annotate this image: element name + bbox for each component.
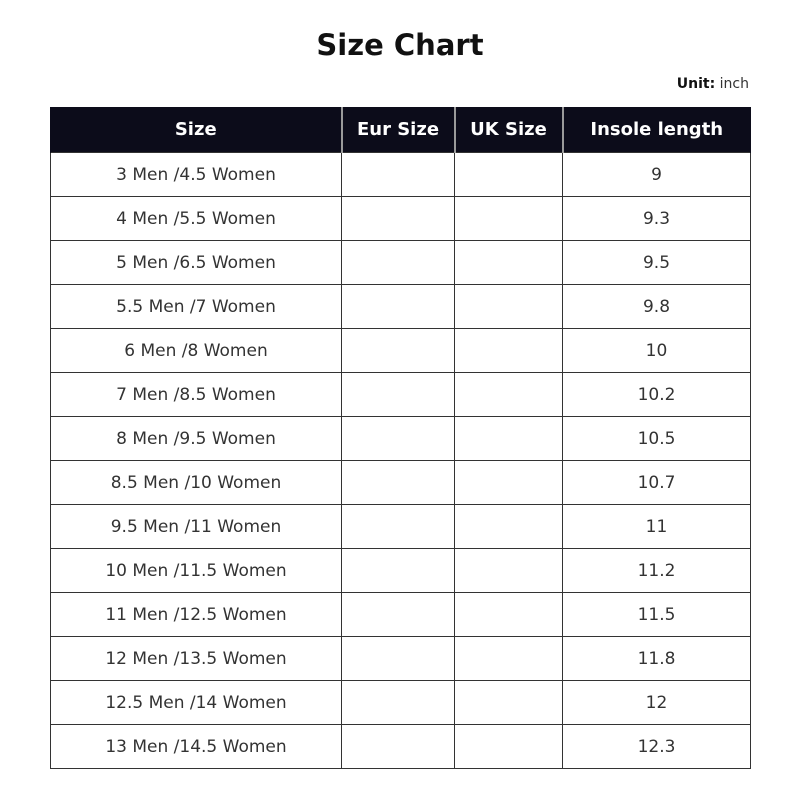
eur-size-cell	[341, 328, 455, 373]
uk-size-cell	[454, 592, 563, 637]
eur-size-cell	[341, 504, 455, 549]
uk-size-cell	[454, 548, 563, 593]
eur-size-cell	[341, 196, 455, 241]
size-cell: 3 Men /4.5 Women	[50, 152, 342, 197]
size-cell: 9.5 Men /11 Women	[50, 504, 342, 549]
unit-note: Unit: inch	[677, 76, 749, 92]
table-body: 3 Men /4.5 Women 9 4 Men /5.5 Women 9.3 5 Me…	[50, 152, 751, 769]
uk-size-cell	[454, 284, 563, 329]
size-cell: 8 Men /9.5 Women	[50, 416, 342, 461]
eur-size-cell	[341, 636, 455, 681]
eur-size-cell	[341, 372, 455, 417]
table-row: 12 Men /13.5 Women 11.8	[50, 636, 751, 681]
table-row: 7 Men /8.5 Women 10.2	[50, 372, 751, 417]
table-row: 8 Men /9.5 Women 10.5	[50, 416, 751, 461]
insole-length-cell: 9	[562, 152, 751, 197]
insole-length-cell: 11.5	[562, 592, 751, 637]
size-cell: 7 Men /8.5 Women	[50, 372, 342, 417]
eur-size-cell	[341, 592, 455, 637]
size-cell: 4 Men /5.5 Women	[50, 196, 342, 241]
size-cell: 10 Men /11.5 Women	[50, 548, 342, 593]
eur-size-cell	[341, 460, 455, 505]
insole-length-cell: 10.2	[562, 372, 751, 417]
table-row: 13 Men /14.5 Women 12.3	[50, 724, 751, 769]
size-cell: 6 Men /8 Women	[50, 328, 342, 373]
eur-size-cell	[341, 152, 455, 197]
insole-length-cell: 9.8	[562, 284, 751, 329]
table-row: 5 Men /6.5 Women 9.5	[50, 240, 751, 285]
insole-length-cell: 11.2	[562, 548, 751, 593]
header-row: Size Eur Size UK Size Insole length	[50, 107, 751, 153]
size-cell: 5 Men /6.5 Women	[50, 240, 342, 285]
insole-length-cell: 10.5	[562, 416, 751, 461]
table-row: 9.5 Men /11 Women 11	[50, 504, 751, 549]
table-row: 5.5 Men /7 Women 9.8	[50, 284, 751, 329]
header-uk-size: UK Size	[453, 107, 564, 153]
size-cell: 13 Men /14.5 Women	[50, 724, 342, 769]
uk-size-cell	[454, 504, 563, 549]
insole-length-cell: 12	[562, 680, 751, 725]
size-cell: 12.5 Men /14 Women	[50, 680, 342, 725]
eur-size-cell	[341, 724, 455, 769]
eur-size-cell	[341, 548, 455, 593]
table-row: 10 Men /11.5 Women 11.2	[50, 548, 751, 593]
insole-length-cell: 9.5	[562, 240, 751, 285]
header-size: Size	[50, 107, 343, 153]
table-row: 8.5 Men /10 Women 10.7	[50, 460, 751, 505]
eur-size-cell	[341, 240, 455, 285]
uk-size-cell	[454, 460, 563, 505]
size-cell: 8.5 Men /10 Women	[50, 460, 342, 505]
uk-size-cell	[454, 240, 563, 285]
insole-length-cell: 11.8	[562, 636, 751, 681]
uk-size-cell	[454, 724, 563, 769]
unit-label: Unit:	[676, 76, 716, 92]
table-row: 11 Men /12.5 Women 11.5	[50, 592, 751, 637]
insole-length-cell: 10	[562, 328, 751, 373]
eur-size-cell	[341, 680, 455, 725]
size-cell: 11 Men /12.5 Women	[50, 592, 342, 637]
size-cell: 12 Men /13.5 Women	[50, 636, 342, 681]
uk-size-cell	[454, 636, 563, 681]
table-row: 3 Men /4.5 Women 9	[50, 152, 751, 197]
table-row: 4 Men /5.5 Women 9.3	[50, 196, 751, 241]
insole-length-cell: 10.7	[562, 460, 751, 505]
header-eur-size: Eur Size	[340, 107, 456, 153]
eur-size-cell	[341, 284, 455, 329]
uk-size-cell	[454, 416, 563, 461]
size-cell: 5.5 Men /7 Women	[50, 284, 342, 329]
eur-size-cell	[341, 416, 455, 461]
insole-length-cell: 9.3	[562, 196, 751, 241]
insole-length-cell: 11	[562, 504, 751, 549]
page-title: Size Chart	[316, 28, 484, 62]
insole-length-cell: 12.3	[562, 724, 751, 769]
uk-size-cell	[454, 152, 563, 197]
uk-size-cell	[454, 680, 563, 725]
header-insole-length: Insole length	[561, 107, 751, 153]
table-row: 6 Men /8 Women 10	[50, 328, 751, 373]
unit-value: inch	[719, 76, 749, 92]
uk-size-cell	[454, 328, 563, 373]
size-chart-table: Size Eur Size UK Size Insole length 3 Me…	[50, 107, 751, 769]
table-row: 12.5 Men /14 Women 12	[50, 680, 751, 725]
uk-size-cell	[454, 196, 563, 241]
uk-size-cell	[454, 372, 563, 417]
